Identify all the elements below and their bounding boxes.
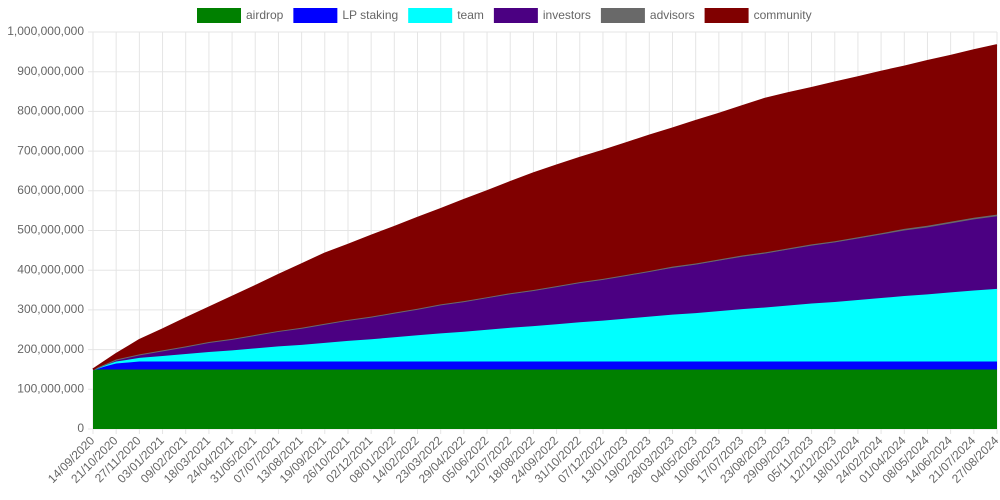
legend-label: advisors (650, 8, 695, 22)
area (93, 45, 997, 370)
area (93, 214, 997, 370)
y-tick-label: 1,000,000,000 (7, 24, 84, 38)
legend-label: LP staking (342, 8, 398, 22)
legend-label: team (457, 8, 484, 22)
y-tick-label: 500,000,000 (17, 223, 84, 237)
y-tick-label: 0 (77, 421, 84, 435)
area (93, 361, 997, 370)
area (93, 288, 997, 370)
y-tick-label: 400,000,000 (17, 262, 84, 276)
y-tick-label: 600,000,000 (17, 183, 84, 197)
y-tick-label: 200,000,000 (17, 342, 84, 356)
legend-swatch (197, 8, 241, 23)
area (93, 369, 997, 429)
legend-swatch (408, 8, 453, 23)
legend-label: investors (543, 8, 591, 22)
y-tick-label: 800,000,000 (17, 104, 84, 118)
y-tick-label: 700,000,000 (17, 143, 84, 157)
y-tick-label: 100,000,000 (17, 381, 84, 395)
area-line (92, 44, 998, 371)
y-tick-label: 900,000,000 (17, 64, 84, 78)
area (93, 216, 997, 370)
legend-label: community (754, 8, 812, 22)
legend-swatch (704, 8, 749, 23)
legend-swatch (493, 8, 538, 23)
y-tick-label: 300,000,000 (17, 302, 84, 316)
legend-swatch (293, 8, 338, 23)
legend-label: airdrop (246, 8, 284, 22)
legend-swatch (600, 8, 645, 23)
